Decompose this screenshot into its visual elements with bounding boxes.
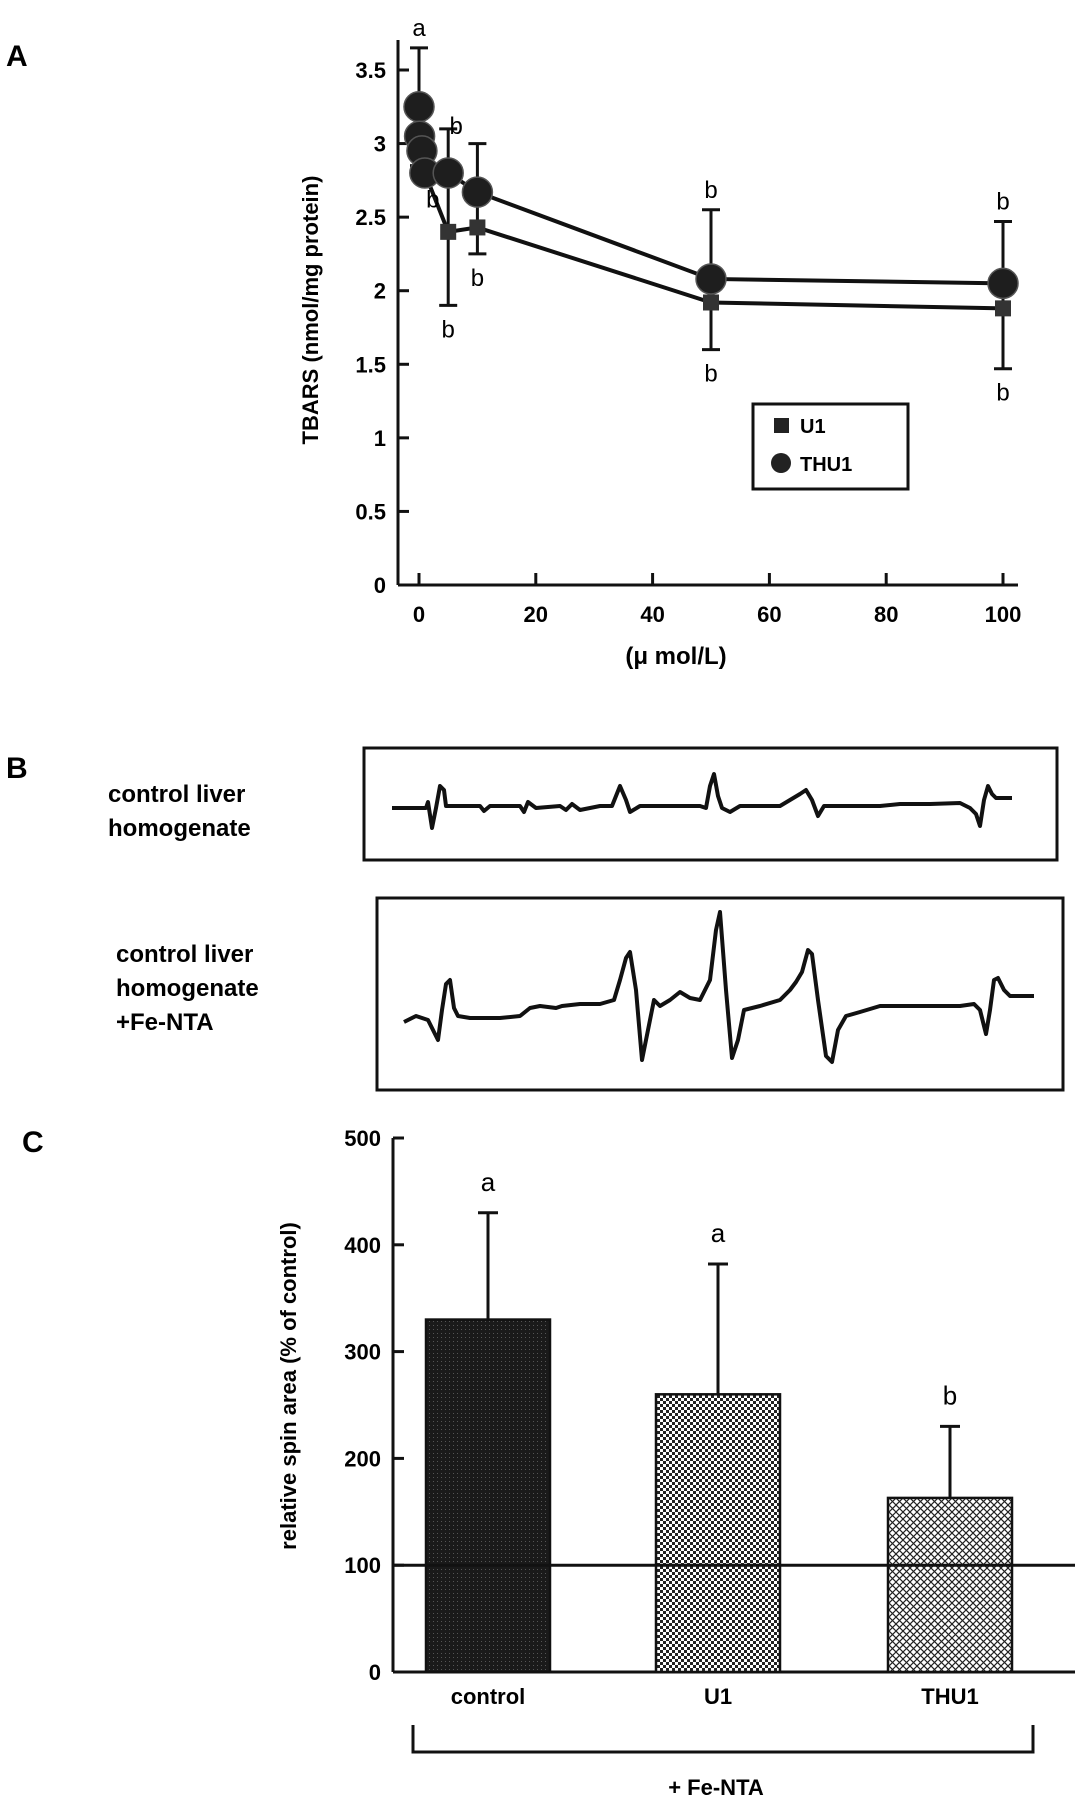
x-tick-label: 80 xyxy=(874,602,898,627)
y-tick-label: 200 xyxy=(344,1446,381,1471)
panel-a-ylabel: TBARS (nmol/mg protein) xyxy=(298,176,323,445)
x-tick-label: 40 xyxy=(640,602,664,627)
legend-marker-circle xyxy=(771,453,791,473)
y-tick-label: 1.5 xyxy=(355,352,386,377)
bar-thu1 xyxy=(886,1496,1014,1674)
y-tick-label: 0 xyxy=(369,1660,381,1685)
y-tick-label: 500 xyxy=(344,1126,381,1151)
sig-label: a xyxy=(412,15,426,42)
legend-box xyxy=(751,402,910,491)
x-tick-label: 0 xyxy=(413,602,425,627)
sig-label: b xyxy=(442,316,455,343)
sig-label: a xyxy=(481,1167,496,1197)
panel-a-xlabel: (μ mol/L) xyxy=(625,643,726,670)
group-label-fe-nta: + Fe-NTA xyxy=(668,1775,764,1800)
panel-a-line-chart: A TBARS (nmol/mg protein) (μ mol/L) 0 0.5… xyxy=(6,15,1021,670)
x-tick-label: 20 xyxy=(524,602,548,627)
y-tick-label: 3.5 xyxy=(355,58,386,83)
marker-thu1 xyxy=(987,267,1019,300)
sig-label: b xyxy=(704,177,717,204)
panel-b-esr-spectra: B control liver homogenate control liver… xyxy=(6,746,1065,1092)
trace1-frame xyxy=(362,746,1059,862)
sig-label: b xyxy=(943,1380,957,1410)
sig-label: a xyxy=(711,1218,726,1248)
trace2-label-line1: control liver xyxy=(116,941,253,968)
sig-label: b xyxy=(996,380,1009,407)
sig-label: b xyxy=(471,265,484,292)
panel-label-b: B xyxy=(6,752,28,785)
category-label: THU1 xyxy=(921,1684,978,1709)
x-tick-label: 100 xyxy=(985,602,1022,627)
y-tick-label: 0 xyxy=(374,573,386,598)
panel-a-legend: U1 THU1 xyxy=(751,402,910,491)
sig-label: b xyxy=(450,113,463,140)
y-tick-label: 3 xyxy=(374,132,386,157)
marker-u1 xyxy=(440,223,457,240)
trace2-frame xyxy=(375,896,1065,1092)
esr-trace-fe-nta xyxy=(403,910,1034,1064)
x-tick-label: 60 xyxy=(757,602,781,627)
fe-nta-bracket xyxy=(411,1725,1035,1754)
marker-u1 xyxy=(703,294,719,311)
trace1-label-line1: control liver xyxy=(108,781,245,808)
y-tick-label: 400 xyxy=(344,1233,381,1258)
bar-control xyxy=(424,1318,552,1674)
category-label: control xyxy=(451,1684,526,1709)
sig-label: b xyxy=(704,361,717,388)
category-label: U1 xyxy=(704,1684,732,1709)
legend-marker-square xyxy=(774,418,789,433)
y-tick-label: 300 xyxy=(344,1340,381,1365)
panel-label-c: C xyxy=(22,1126,44,1159)
bar-u1 xyxy=(654,1393,782,1674)
sig-label: b xyxy=(426,186,439,213)
marker-u1 xyxy=(469,219,486,236)
marker-thu1 xyxy=(695,263,727,295)
marker-thu1 xyxy=(403,91,435,123)
y-tick-label: 2.5 xyxy=(355,205,386,230)
y-tick-label: 2 xyxy=(374,279,386,304)
trace2-label-line3: +Fe-NTA xyxy=(116,1009,214,1036)
y-tick-label: 0.5 xyxy=(355,499,386,524)
legend-label-u1: U1 xyxy=(800,416,826,438)
panel-label-a: A xyxy=(6,40,28,73)
panel-c-ylabel: relative spin area (% of control) xyxy=(276,1222,301,1550)
marker-thu1 xyxy=(432,157,464,189)
marker-u1 xyxy=(995,300,1011,317)
esr-trace-control xyxy=(392,772,1012,830)
trace2-label-line2: homogenate xyxy=(116,975,259,1002)
y-tick-label: 100 xyxy=(344,1553,381,1578)
trace1-label-line2: homogenate xyxy=(108,815,251,842)
sig-label: b xyxy=(996,189,1009,216)
y-tick-label: 1 xyxy=(374,426,386,451)
panel-c-bar-chart: C relative spin area (% of control) 0 100… xyxy=(22,1126,1075,1800)
legend-label-thu1: THU1 xyxy=(800,454,852,476)
marker-thu1 xyxy=(461,176,494,208)
